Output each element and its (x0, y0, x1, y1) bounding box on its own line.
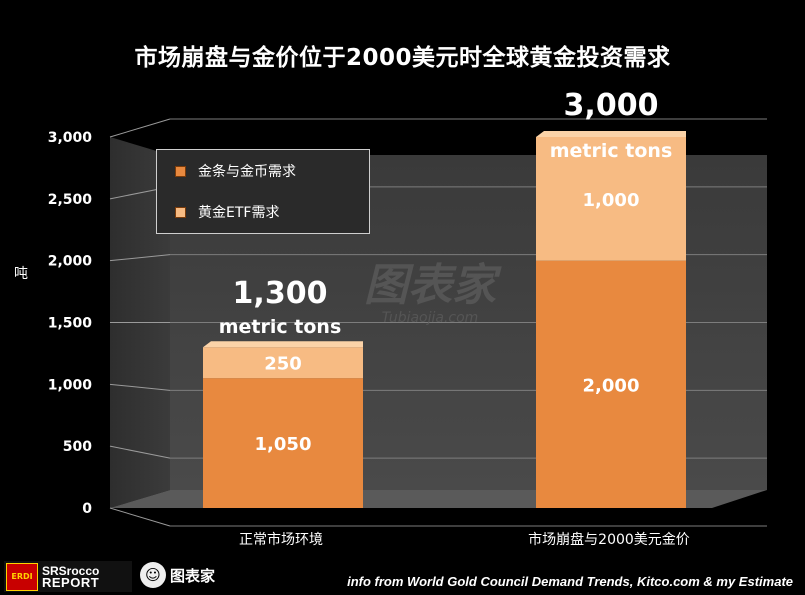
data-labels: 1,050 250 1,300 metric tons 2,000 1,000 3,000 m… (219, 88, 673, 455)
y-axis-ticks: 0 500 1,000 1,500 2,000 2,500 3,000 (48, 130, 93, 517)
data-label: 2,000 (583, 375, 640, 396)
y-tick-label: 2,000 (48, 254, 93, 270)
bar-bar-coin-1 (536, 260, 686, 508)
total-unit-label: metric tons (219, 316, 342, 338)
y-tick-label: 3,000 (48, 130, 93, 146)
bar-bar-coin-0 (203, 378, 363, 508)
gridline-side (109, 254, 171, 262)
legend-label-etf: 黄金ETF需求 (198, 205, 280, 221)
data-label: 250 (264, 354, 302, 375)
bar-top-1 (536, 131, 686, 137)
watermark-main: 图表家 (364, 260, 502, 311)
x-tick-label: 正常市场环境 (239, 531, 323, 548)
y-tick-label: 500 (63, 439, 92, 455)
y-axis-label: 吨 (14, 266, 28, 282)
x-tick-label: 市场崩盘与2000美元金价 (528, 531, 690, 548)
gridline-side (109, 383, 171, 391)
y-tick-label: 2,500 (48, 192, 93, 208)
tubiaojia-logo-text: 图表家 (170, 566, 216, 585)
total-value-label: 3,000 (564, 88, 659, 123)
legend-swatch-etf (175, 206, 186, 218)
data-label: 1,000 (583, 190, 640, 211)
total-value-label: 1,300 (233, 276, 328, 311)
legend-swatch-bar-coin (175, 165, 186, 177)
y-tick-label: 1,500 (48, 316, 93, 332)
brand-line1: SRSrocco (42, 563, 100, 578)
srsrocco-logo: ERDI SRSrocco REPORT (4, 561, 132, 592)
tubiaojia-logo-icon: ☺ (140, 562, 166, 588)
gridline-side (109, 118, 171, 138)
watermark-sub: Tubiaojia.com (382, 310, 479, 326)
brand-line2: REPORT (42, 574, 100, 590)
bar-etf-0 (203, 347, 363, 379)
x-axis-ticks: 正常市场环境 市场崩盘与2000美元金价 (239, 531, 690, 548)
data-label: 1,050 (255, 434, 312, 455)
tubiaojia-logo: ☺ 图表家 (140, 562, 215, 588)
total-unit-label: metric tons (550, 140, 673, 162)
legend-label-bar-coin: 金条与金币需求 (198, 164, 296, 180)
legend-item-bar-coin: 金条与金币需求 (175, 161, 296, 181)
gridline-side (109, 507, 171, 527)
chart-title: 市场崩盘与金价位于2000美元时全球黄金投资需求 (134, 45, 671, 71)
source-note: info from World Gold Council Demand Tren… (347, 574, 793, 589)
srsrocco-badge-icon: ERDI (6, 562, 38, 591)
bar-top-0 (203, 341, 363, 348)
bar-etf-1 (536, 137, 686, 261)
bars (203, 131, 686, 508)
y-tick-label: 1,000 (48, 377, 93, 393)
y-tick-label: 0 (82, 501, 92, 517)
gridline-side (109, 445, 171, 459)
legend-item-etf: 黄金ETF需求 (175, 202, 279, 222)
legend: 金条与金币需求 黄金ETF需求 (156, 149, 370, 234)
